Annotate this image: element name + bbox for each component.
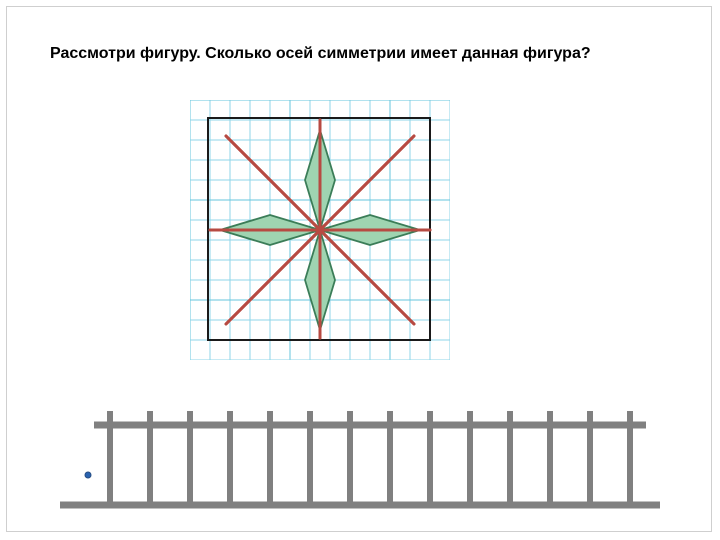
fence-diagram [60,405,660,525]
question-text: Рассмотри фигуру. Сколько осей симметрии… [50,45,670,63]
symmetry-figure [190,100,450,360]
